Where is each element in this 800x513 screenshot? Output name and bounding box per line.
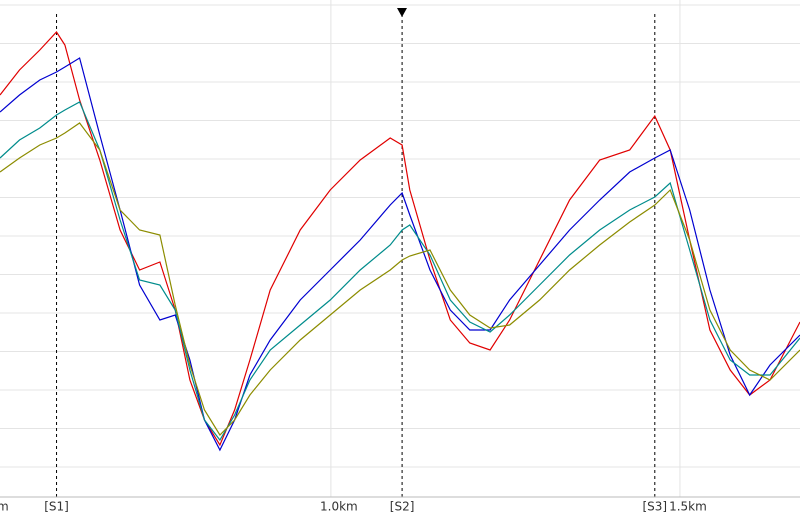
marker-label: [S1] [44,500,69,513]
cursor-marker [397,8,407,17]
marker-label: [S3] [642,500,667,513]
series-line [0,57,800,452]
series-line [0,31,800,447]
x-tick-label: 1.5km [669,500,707,513]
x-tick-label: 1.0km [320,500,358,513]
x-tick-label: 0.5km [0,500,9,513]
series-line [0,122,800,436]
marker-label: [S2] [390,500,415,513]
plot-area [0,0,800,497]
series-line [0,101,800,442]
